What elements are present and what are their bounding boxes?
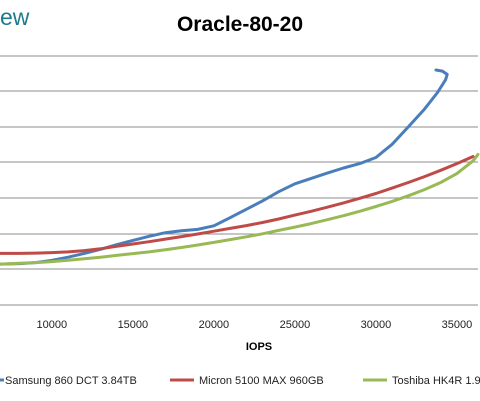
legend-label-2: Micron 5100 MAX 960GB [199,375,324,387]
legend-label-3: Toshiba HK4R 1.92TB [392,375,480,387]
series-line-3 [0,153,480,266]
series-line-2 [0,155,475,255]
legend-label-1: Samsung 860 DCT 3.84TB [5,375,137,387]
x-tick-label: 35000 [442,319,473,331]
x-tick-label: 10000 [37,319,68,331]
x-tick-label: 20000 [199,319,230,331]
x-tick-label: 25000 [280,319,311,331]
x-axis-ticks: 10000 15000 20000 25000 30000 35000 [37,319,473,331]
x-tick-label: 15000 [118,319,149,331]
x-tick-label: 30000 [361,319,392,331]
series-line-1 [0,68,449,266]
x-axis-label: IOPS [246,341,272,353]
gridlines [0,55,478,306]
logo-text-fragment: ew [0,4,30,30]
chart-title: Oracle-80-20 [177,13,303,36]
series-group [0,68,480,266]
legend: Samsung 860 DCT 3.84TB Micron 5100 MAX 96… [0,375,480,387]
